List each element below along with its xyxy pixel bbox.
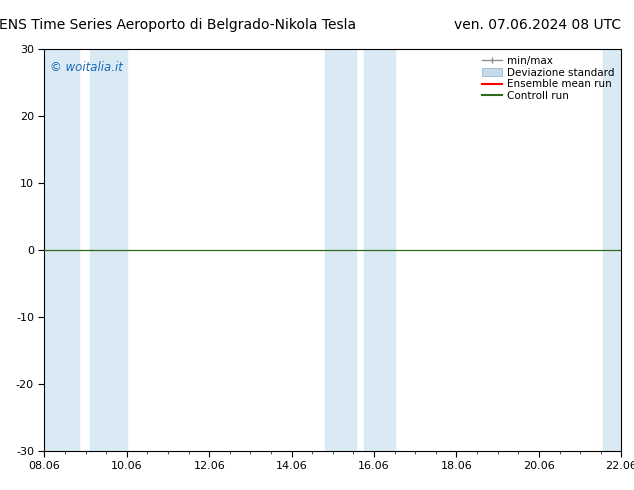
Text: © woitalia.it: © woitalia.it bbox=[50, 61, 123, 74]
Text: ven. 07.06.2024 08 UTC: ven. 07.06.2024 08 UTC bbox=[454, 18, 621, 32]
Legend: min/max, Deviazione standard, Ensemble mean run, Controll run: min/max, Deviazione standard, Ensemble m… bbox=[479, 54, 616, 103]
Bar bbox=[90, 49, 127, 451]
Bar bbox=[364, 49, 394, 451]
Bar bbox=[603, 49, 621, 451]
Bar bbox=[325, 49, 356, 451]
Bar bbox=[44, 49, 79, 451]
Text: ENS Time Series Aeroporto di Belgrado-Nikola Tesla: ENS Time Series Aeroporto di Belgrado-Ni… bbox=[0, 18, 356, 32]
